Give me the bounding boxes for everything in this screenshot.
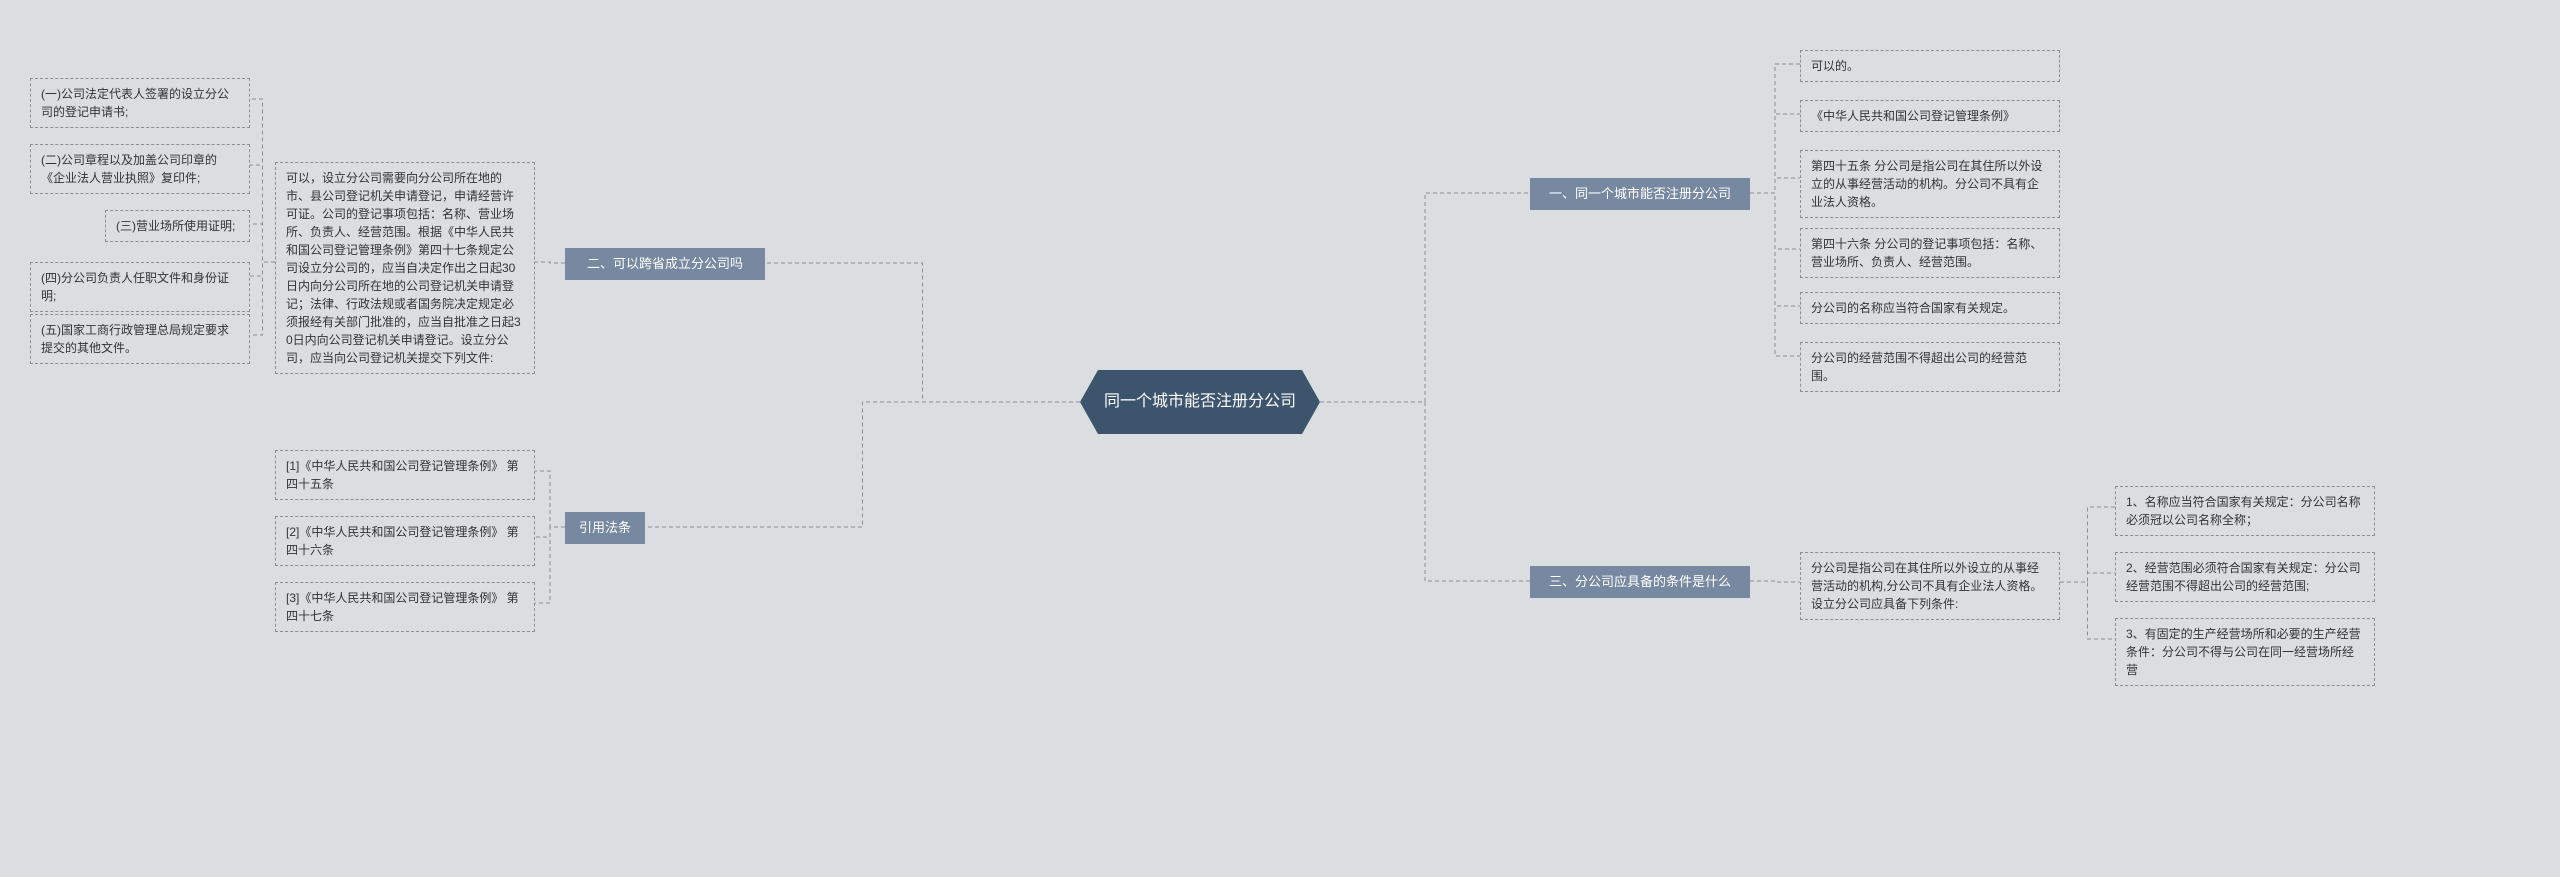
leaf-node: 分公司的经营范围不得超出公司的经营范围。 — [1800, 342, 2060, 392]
leaf-node: [1]《中华人民共和国公司登记管理条例》 第四十五条 — [275, 450, 535, 500]
branch-node: 一、同一个城市能否注册分公司 — [1530, 178, 1750, 210]
leaf-node: (三)营业场所使用证明; — [105, 210, 250, 242]
leaf-node: (五)国家工商行政管理总局规定要求提交的其他文件。 — [30, 314, 250, 364]
leaf-node: 可以，设立分公司需要向分公司所在地的市、县公司登记机关申请登记，申请经营许可证。… — [275, 162, 535, 374]
branch-node: 二、可以跨省成立分公司吗 — [565, 248, 765, 280]
leaf-node: (二)公司章程以及加盖公司印章的《企业法人营业执照》复印件; — [30, 144, 250, 194]
root-node: 同一个城市能否注册分公司 — [1080, 370, 1320, 434]
leaf-node: 3、有固定的生产经营场所和必要的生产经营条件：分公司不得与公司在同一经营场所经营 — [2115, 618, 2375, 686]
leaf-node: [3]《中华人民共和国公司登记管理条例》 第四十七条 — [275, 582, 535, 632]
leaf-node: 第四十五条 分公司是指公司在其住所以外设立的从事经营活动的机构。分公司不具有企业… — [1800, 150, 2060, 218]
leaf-node: 1、名称应当符合国家有关规定：分公司名称必须冠以公司名称全称； — [2115, 486, 2375, 536]
branch-node: 引用法条 — [565, 512, 645, 544]
connector-layer — [0, 0, 2560, 877]
leaf-node: 《中华人民共和国公司登记管理条例》 — [1800, 100, 2060, 132]
mindmap-canvas: 同一个城市能否注册分公司 一、同一个城市能否注册分公司 可以的。《中华人民共和国公司… — [0, 0, 2560, 877]
leaf-node: 分公司是指公司在其住所以外设立的从事经营活动的机构,分公司不具有企业法人资格。设… — [1800, 552, 2060, 620]
leaf-node: (一)公司法定代表人签署的设立分公司的登记申请书; — [30, 78, 250, 128]
leaf-node: 2、经营范围必须符合国家有关规定：分公司经营范围不得超出公司的经营范围; — [2115, 552, 2375, 602]
leaf-node: [2]《中华人民共和国公司登记管理条例》 第四十六条 — [275, 516, 535, 566]
leaf-node: (四)分公司负责人任职文件和身份证明; — [30, 262, 250, 312]
leaf-node: 分公司的名称应当符合国家有关规定。 — [1800, 292, 2060, 324]
leaf-node: 可以的。 — [1800, 50, 2060, 82]
branch-node: 三、分公司应具备的条件是什么 — [1530, 566, 1750, 598]
leaf-node: 第四十六条 分公司的登记事项包括：名称、营业场所、负责人、经营范围。 — [1800, 228, 2060, 278]
